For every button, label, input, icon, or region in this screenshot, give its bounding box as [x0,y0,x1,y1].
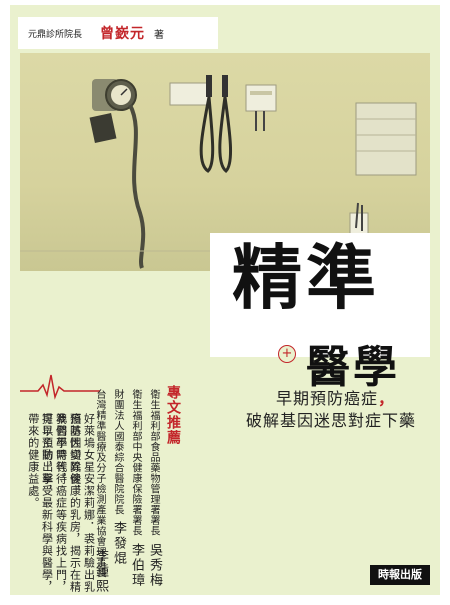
title-box [210,233,430,357]
ophthalmoscope-icon [222,75,228,97]
endorser-role: 台灣精準醫療及分子檢測產業協會理事長 [94,389,105,578]
sharps-container-icon [355,102,417,176]
dispenser-icon [245,84,277,112]
heartbeat-line-icon [20,374,100,400]
medical-equipment-illustration [20,75,430,269]
subtitle-line-1: 早期預防癌症， [276,389,396,408]
blurb-line: 預防性切除健康的乳房，揭示在精準醫學時代， [54,413,82,593]
diagnostic-station-icon [169,82,211,106]
blurb-line: 提早預防，享受最新科學與醫學，帶來的健康益處。 [26,413,54,593]
endorser-role: 財團法人國泰綜合醫院院長 [112,389,123,515]
bp-hose-icon [128,104,146,269]
endorser-role: 衛生福利部食品藥物管理署署長 [148,389,159,536]
endorser-name: 李伯璋 [129,543,144,588]
recommendation-heading: 專文推薦 [165,385,181,445]
plus-icon: + [278,345,296,363]
endorser-name: 吳秀梅 [147,543,162,588]
author-suffix: 著 [154,30,164,41]
book-cover: 元鼎診所院長 曾嶔元 著 [10,5,440,595]
endorser-role: 衛生福利部中央健康保險署署長 [130,389,141,536]
subtitle-line-2: 破解基因迷思對症下藥 [246,411,417,430]
subtitle-comma: ， [378,389,396,408]
author-bar: 元鼎診所院長 曾嶔元 著 [18,17,218,49]
endorser-name: 李發焜 [111,521,126,566]
author-name: 曾嶔元 [100,26,145,42]
blurb-line: 我們不需等待癌症等疾病找上門，可以主動出擊， [40,413,68,593]
blurb-line: 好萊塢女星安潔莉娜．裘莉驗出乳癌基因變異後， [68,413,96,593]
bp-cuff-icon [89,112,117,144]
author-role: 元鼎診所院長 [28,30,83,40]
book-title-secondary: 醫學 [306,342,400,393]
otoscope-icon [206,75,212,97]
publisher-logo: 時報出版 [370,565,430,585]
endorser-name: 李鍾熙 [93,549,108,594]
book-title-main: 精準 [232,236,380,319]
